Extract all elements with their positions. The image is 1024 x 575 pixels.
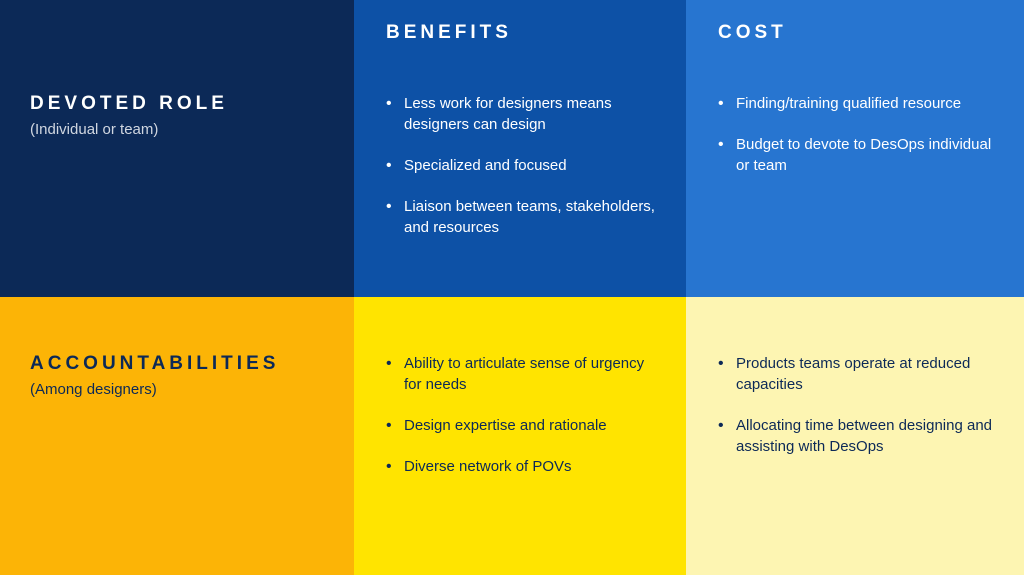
list-item: Budget to devote to DesOps individual or…: [718, 134, 996, 176]
list-item: Liaison between teams, stakeholders, and…: [386, 196, 658, 238]
row-devoted-role-label: DEVOTED ROLE (Individual or team): [0, 65, 354, 297]
cost-list: Products teams operate at reduced capaci…: [718, 353, 996, 457]
list-item: Finding/training qualified resource: [718, 93, 996, 114]
header-corner-empty: [0, 0, 354, 65]
cost-list: Finding/training qualified resource Budg…: [718, 93, 996, 176]
row-subtitle: (Individual or team): [30, 121, 326, 138]
row-title: ACCOUNTABILITIES: [30, 353, 326, 375]
row-title: DEVOTED ROLE: [30, 93, 326, 115]
header-benefits-label: BENEFITS: [386, 22, 512, 44]
header-benefits: BENEFITS: [354, 0, 686, 65]
row-accountabilities-benefits: Ability to articulate sense of urgency f…: [354, 297, 686, 575]
benefits-list: Ability to articulate sense of urgency f…: [386, 353, 658, 477]
list-item: Diverse network of POVs: [386, 456, 658, 477]
list-item: Less work for designers means designers …: [386, 93, 658, 135]
row-accountabilities-cost: Products teams operate at reduced capaci…: [686, 297, 1024, 575]
list-item: Allocating time between designing and as…: [718, 415, 996, 457]
header-cost: COST: [686, 0, 1024, 65]
header-cost-label: COST: [718, 22, 787, 44]
list-item: Products teams operate at reduced capaci…: [718, 353, 996, 395]
row-devoted-role-cost: Finding/training qualified resource Budg…: [686, 65, 1024, 297]
row-subtitle: (Among designers): [30, 381, 326, 398]
benefits-list: Less work for designers means designers …: [386, 93, 658, 238]
list-item: Specialized and focused: [386, 155, 658, 176]
row-devoted-role-benefits: Less work for designers means designers …: [354, 65, 686, 297]
list-item: Design expertise and rationale: [386, 415, 658, 436]
comparison-table: BENEFITS COST DEVOTED ROLE (Individual o…: [0, 0, 1024, 575]
row-accountabilities-label: ACCOUNTABILITIES (Among designers): [0, 297, 354, 575]
list-item: Ability to articulate sense of urgency f…: [386, 353, 658, 395]
